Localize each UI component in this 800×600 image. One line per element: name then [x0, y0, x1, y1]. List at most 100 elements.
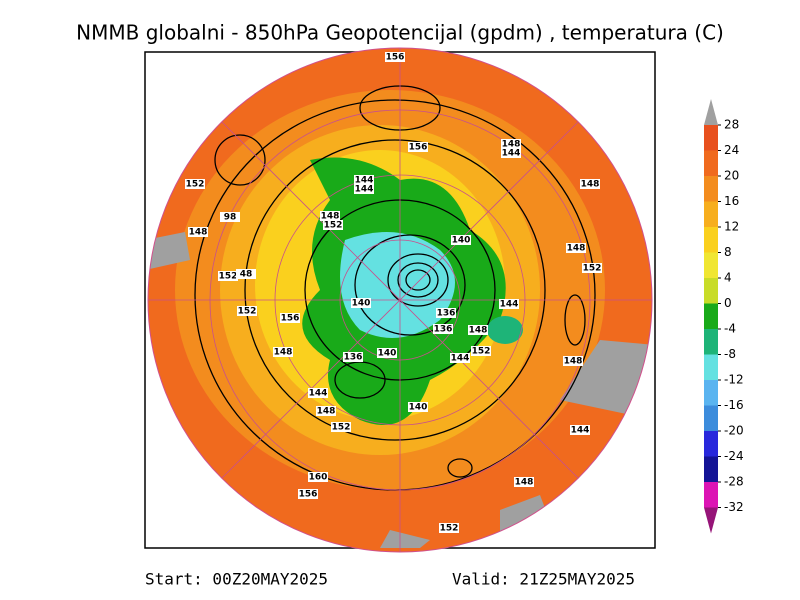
colorbar-tick-label: 20 — [724, 169, 739, 183]
contour-label: 152 — [324, 221, 343, 231]
contour-label-box — [471, 346, 491, 356]
colorbar-band — [704, 176, 718, 202]
contour-label-box — [499, 299, 519, 309]
contour-label: 148 — [469, 326, 488, 336]
valid-time: Valid: 21Z25MAY2025 — [452, 570, 635, 589]
contour-label: 140 — [409, 403, 428, 413]
contour-label-box — [218, 271, 238, 281]
contour-label-box — [320, 211, 340, 221]
contour-label-box — [582, 263, 602, 273]
colorbar-tick-label: -4 — [724, 322, 736, 336]
contour-label: 140 — [378, 349, 397, 359]
contour-label-box — [501, 148, 521, 158]
contour-label-box — [331, 422, 351, 432]
contour-label: 156 — [409, 143, 428, 153]
contour-label: 156 — [386, 53, 405, 63]
colorbar-band — [704, 125, 718, 151]
colorbar-over — [704, 99, 718, 125]
contour-label-box — [298, 489, 318, 499]
contour-label: 148 — [567, 244, 586, 254]
colorbar-band — [704, 201, 718, 227]
colorbar-band — [704, 278, 718, 304]
colorbar-tick-label: -8 — [724, 347, 736, 361]
colorbar-tick-label: -16 — [724, 398, 744, 412]
colorbar-band — [704, 456, 718, 482]
contour-label-box — [273, 347, 293, 357]
colorbar-tick-label: -28 — [724, 475, 744, 489]
contour-label-box — [280, 313, 300, 323]
contour-label: 148 — [564, 357, 583, 367]
map-edge — [147, 47, 653, 553]
map-field — [148, 48, 652, 552]
contour-label-box — [563, 356, 583, 366]
colorbar-tick-label: 4 — [724, 271, 732, 285]
contour-label: 152 — [583, 264, 602, 274]
contour-label-box — [185, 179, 205, 189]
contour-label: 148 — [317, 407, 336, 417]
colorbar-tick-label: -12 — [724, 373, 744, 387]
contour-label-box — [308, 472, 328, 482]
contour-label-box — [354, 175, 374, 185]
colorbar-band — [704, 252, 718, 278]
contour-label: 144 — [571, 426, 590, 436]
contour-label-box — [236, 269, 256, 279]
contour-label-box — [580, 179, 600, 189]
contour-label: 160 — [309, 473, 328, 483]
contour-label-box — [308, 388, 328, 398]
contour-label-box — [439, 523, 459, 533]
contour-label: 148 — [515, 478, 534, 488]
contour-label-box — [323, 220, 343, 230]
contour-label: 152 — [186, 180, 205, 190]
contour-label-box — [433, 324, 453, 334]
contour-label-box — [514, 477, 534, 487]
colorbar-tick-label: -32 — [724, 500, 744, 514]
colorbar-band — [704, 482, 718, 508]
contour-label-box — [408, 402, 428, 412]
contour-label-box — [188, 227, 208, 237]
contour-label: 144 — [355, 176, 374, 186]
contour-label-box — [237, 306, 257, 316]
contour-label-box — [343, 352, 363, 362]
contour-label-box — [570, 425, 590, 435]
contour-label: 156 — [281, 314, 300, 324]
contour-label: 144 — [309, 389, 328, 399]
colorbar-tick-label: -24 — [724, 449, 744, 463]
colorbar-band — [704, 227, 718, 253]
contour-label-box — [501, 139, 521, 149]
contour-label: 148 — [189, 228, 208, 238]
colorbar-band — [704, 150, 718, 176]
contour-label-box — [566, 243, 586, 253]
colorbar-band — [704, 329, 718, 355]
contour-label: 140 — [352, 299, 371, 309]
colorbar-band — [704, 303, 718, 329]
contour-label-box — [450, 353, 470, 363]
colorbar-tick-label: -20 — [724, 424, 744, 438]
contour-label-box — [354, 184, 374, 194]
colorbar: 28 24 20 16 12 8 4 0 -4 -8 -12 -16 -20 -24 -28 -32 — [704, 99, 744, 534]
colorbar-tick-label: 12 — [724, 220, 739, 234]
colorbar-tick-label: 16 — [724, 194, 739, 208]
contour-label: 144 — [355, 185, 374, 195]
colorbar-band — [704, 431, 718, 457]
colorbar-band — [704, 354, 718, 380]
contour-label-box — [377, 348, 397, 358]
contour-label: 148 — [274, 348, 293, 358]
contour-label-box — [408, 142, 428, 152]
colorbar-under — [704, 507, 718, 534]
contour-label: 152 — [219, 272, 238, 282]
contour-label: 48 — [240, 270, 253, 280]
contour-label-box — [220, 212, 240, 222]
contour-label-box — [385, 52, 405, 62]
colorbar-band — [704, 405, 718, 431]
contour-label: 144 — [451, 354, 470, 364]
title: NMMB globalni - 850hPa Geopotencijal (gp… — [76, 21, 724, 45]
contour-label: 148 — [581, 180, 600, 190]
contour-label: 152 — [440, 524, 459, 534]
contour-label: 136 — [344, 353, 363, 363]
contour-label: 148 — [502, 140, 521, 150]
colorbar-tick-label: 8 — [724, 245, 732, 259]
colorbar-tick-label: 28 — [724, 118, 739, 132]
contour-label: 156 — [299, 490, 318, 500]
colorbar-tick-label: 0 — [724, 296, 732, 310]
